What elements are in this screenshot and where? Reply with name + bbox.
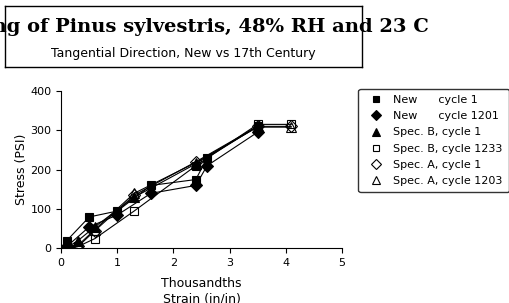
Y-axis label: Stress (PSI): Stress (PSI) xyxy=(15,134,27,205)
X-axis label: Strain (in/in): Strain (in/in) xyxy=(162,293,240,303)
Text: Thousandths: Thousandths xyxy=(161,277,241,290)
Legend: New      cycle 1, New      cycle 1201, Spec. B, cycle 1, Spec. B, cycle 1233, Sp: New cycle 1, New cycle 1201, Spec. B, cy… xyxy=(358,88,508,192)
Text: Cycling of Pinus sylvestris, 48% RH and 23 C: Cycling of Pinus sylvestris, 48% RH and … xyxy=(0,18,428,36)
Text: Tangential Direction, New vs 17th Century: Tangential Direction, New vs 17th Centur… xyxy=(51,47,315,60)
